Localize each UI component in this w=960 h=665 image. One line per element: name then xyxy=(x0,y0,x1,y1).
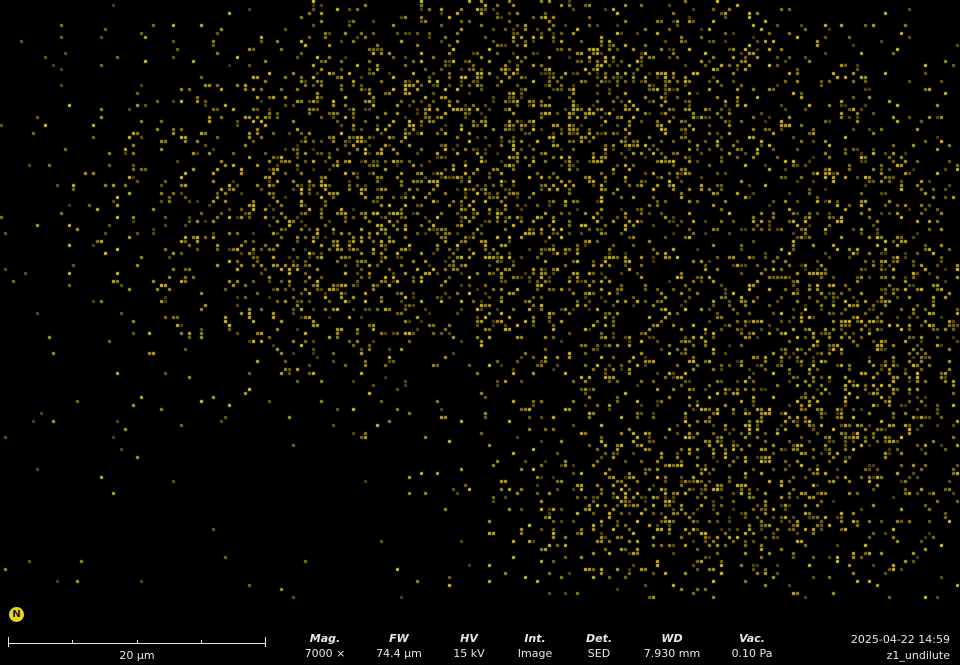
acquisition-datetime: 2025-04-22 14:59 xyxy=(850,633,950,646)
meta-int: Int. Image xyxy=(517,632,553,660)
meta-vac: Vac. 0.10 Pa xyxy=(731,632,773,660)
element-badge: N xyxy=(9,607,24,622)
acquisition-stamp: 2025-04-22 14:59 z1_undilute xyxy=(851,632,950,664)
meta-det: Det. SED xyxy=(585,632,613,660)
meta-mag: Mag. 7000 × xyxy=(304,632,346,660)
scale-bar xyxy=(8,637,266,647)
sample-name: z1_undilute xyxy=(886,649,950,662)
meta-fw: FW 74.4 µm xyxy=(376,632,422,660)
meta-wd: WD 7.930 mm xyxy=(643,632,701,660)
scale-bar-label: 20 µm xyxy=(119,649,155,662)
elemental-map-image xyxy=(0,0,960,600)
meta-hv: HV 15 kV xyxy=(453,632,485,660)
